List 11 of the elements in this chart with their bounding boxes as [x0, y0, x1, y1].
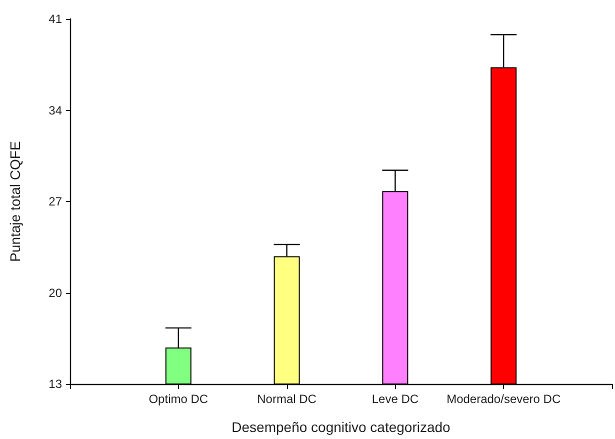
y-tick-label: 27	[48, 194, 62, 208]
x-tick-label: Moderado/severo DC	[446, 392, 561, 406]
x-axis-title: Desempeño cognitivo categorizado	[232, 419, 451, 435]
x-tick-label: Optimo DC	[148, 392, 208, 406]
x-tick-label: Normal DC	[257, 392, 317, 406]
y-axis-title: Puntaje total CQFE	[7, 141, 23, 262]
y-tick-label: 20	[48, 286, 62, 300]
y-tick-label: 41	[48, 12, 62, 26]
y-tick-label: 34	[48, 103, 62, 118]
x-tick-label: Leve DC	[372, 392, 419, 406]
y-tick-label: 13	[48, 377, 62, 391]
